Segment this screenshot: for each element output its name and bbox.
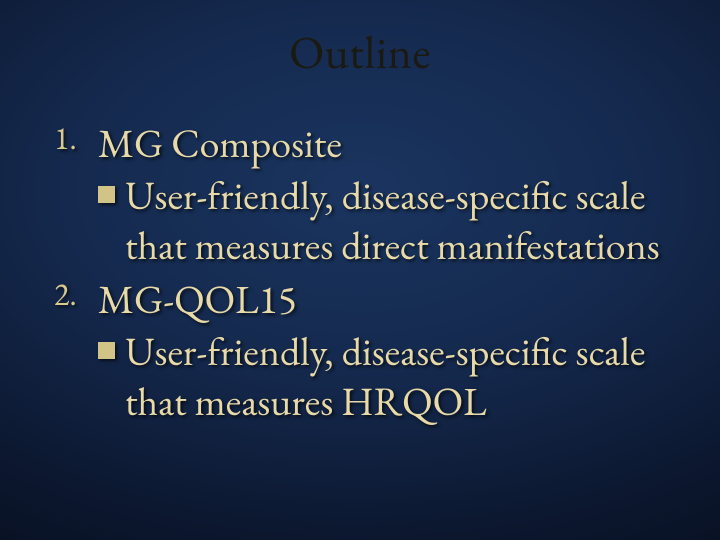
list-body: MG-QOL15 User-friendly, disease-specific… (98, 274, 692, 426)
list-body: MG Composite User-friendly, disease-spec… (98, 118, 692, 270)
list-number: 1. (54, 118, 98, 160)
slide-title: Outline (0, 22, 720, 82)
list-item: 2. MG-QOL15 User-friendly, disease-speci… (54, 274, 692, 426)
sub-text: User-friendly, disease-specific scale th… (125, 326, 692, 426)
sub-item: User-friendly, disease-specific scale th… (98, 326, 692, 426)
slide-content: 1. MG Composite User-friendly, disease-s… (0, 118, 720, 426)
square-bullet-icon (98, 186, 115, 203)
sub-item: User-friendly, disease-specific scale th… (98, 170, 692, 270)
sub-text: User-friendly, disease-specific scale th… (125, 170, 692, 270)
list-number: 2. (54, 274, 98, 316)
list-label: MG-QOL15 (98, 274, 692, 324)
list-label: MG Composite (98, 118, 692, 168)
square-bullet-icon (98, 342, 115, 359)
list-item: 1. MG Composite User-friendly, disease-s… (54, 118, 692, 270)
slide: Outline 1. MG Composite User-friendly, d… (0, 0, 720, 540)
